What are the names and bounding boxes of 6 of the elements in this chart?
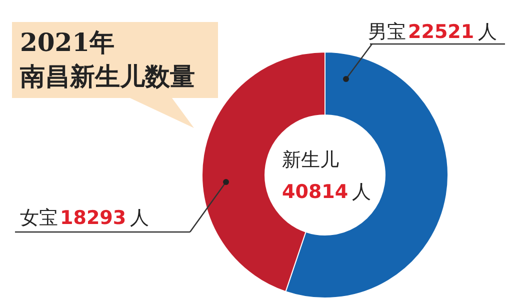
text: 新生儿 xyxy=(282,149,339,171)
slice-label: 男宝 xyxy=(368,21,406,43)
chart-title: 2021年 xyxy=(20,27,116,59)
text: 南昌新生儿数量 xyxy=(20,61,195,93)
data-label: 22521 人 xyxy=(408,21,498,43)
text: 40814 人 xyxy=(282,181,372,203)
